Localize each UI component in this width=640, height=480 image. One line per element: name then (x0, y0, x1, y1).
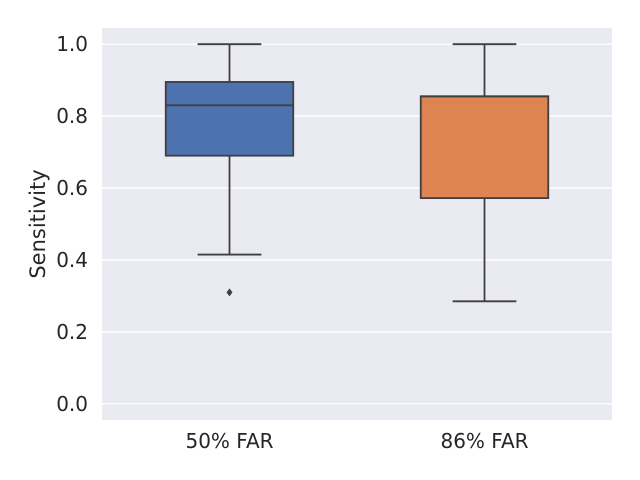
x-tick-labels: 50% FAR 86% FAR (185, 429, 528, 453)
box-group (419, 43, 550, 303)
x-tick-label: 50% FAR (185, 429, 273, 453)
x-tick-label: 86% FAR (440, 429, 528, 453)
y-tick-labels: 0.0 0.2 0.4 0.6 0.8 1.0 (56, 32, 88, 416)
y-tick-label: 0.8 (56, 104, 88, 128)
box-iqr (164, 81, 295, 157)
y-tick-label: 0.0 (56, 392, 88, 416)
outlier-point (226, 288, 233, 297)
y-tick-label: 0.2 (56, 320, 88, 344)
grid-lines (102, 43, 612, 405)
box-iqr (419, 95, 550, 200)
y-tick-label: 0.4 (56, 248, 88, 272)
boxes (164, 43, 550, 303)
y-tick-label: 1.0 (56, 32, 88, 56)
box-group (164, 43, 295, 297)
y-tick-label: 0.6 (56, 176, 88, 200)
y-axis-label: Sensitivity (26, 169, 50, 278)
